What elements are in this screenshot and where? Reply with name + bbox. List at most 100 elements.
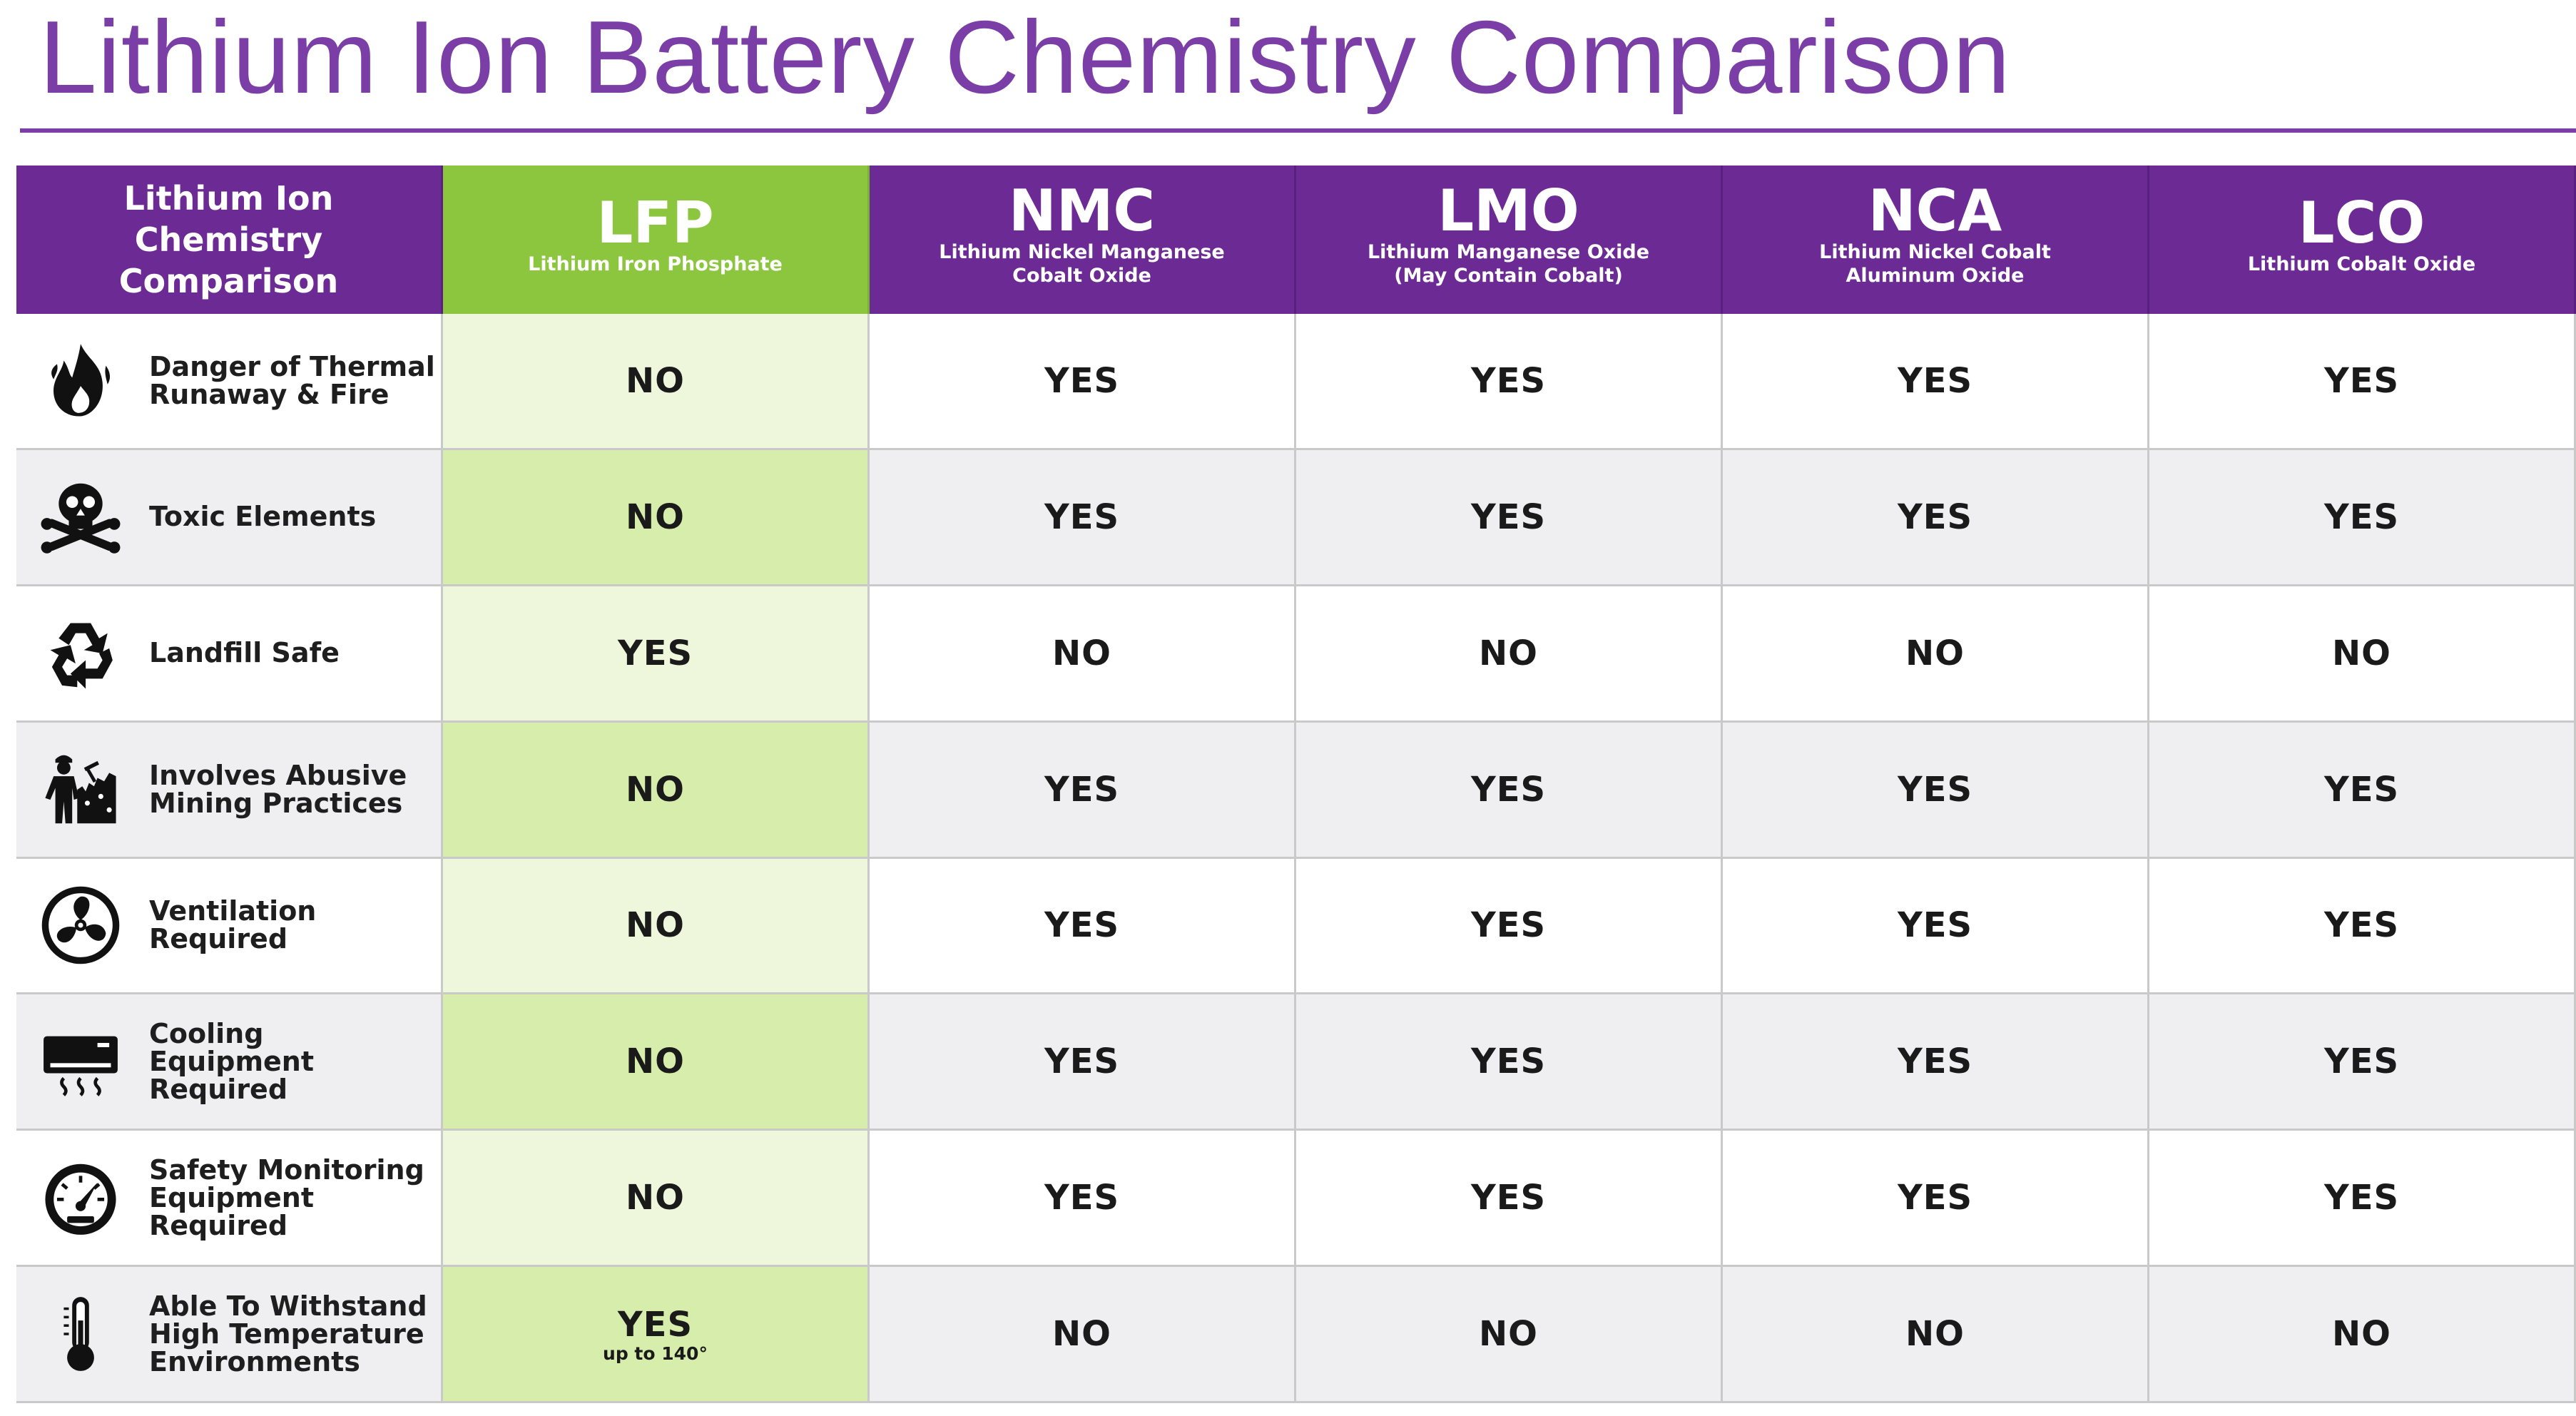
column-header-lfp: LFP Lithium Iron Phosphate	[443, 165, 870, 314]
value-cell-lco: YES	[2149, 449, 2576, 586]
row-label: Cooling Equipment Required	[149, 1017, 315, 1105]
value-stack: YES up to 140°	[603, 1305, 708, 1364]
value-text: YES	[1044, 360, 1120, 401]
value-text: NO	[626, 905, 685, 946]
value-cell-lmo: YES	[1296, 314, 1723, 450]
value-text: YES	[2323, 1178, 2400, 1218]
value-cell-lco: YES	[2149, 722, 2576, 859]
value-text: YES	[1044, 769, 1120, 810]
value-text: YES	[1470, 496, 1547, 537]
value-cell-nca: YES	[1723, 722, 2149, 859]
value-text: NO	[1479, 633, 1538, 673]
value-cell-nca: NO	[1723, 586, 2149, 723]
value-cell-lfp: NO	[443, 314, 870, 450]
value-text: YES	[1470, 769, 1547, 810]
column-header-nmc: NMC Lithium Nickel Manganese Cobalt Oxid…	[870, 165, 1296, 314]
column-fullname: Lithium Iron Phosphate	[528, 253, 783, 275]
column-header-nca: NCA Lithium Nickel Cobalt Aluminum Oxide	[1723, 165, 2149, 314]
air-conditioner-icon	[36, 1017, 125, 1106]
row-label: Landfill Safe	[149, 637, 340, 669]
value-text: NO	[2332, 1314, 2391, 1355]
value-cell-nca: YES	[1723, 994, 2149, 1131]
value-note: up to 140°	[603, 1343, 708, 1364]
value-cell-lfp: YES	[443, 586, 870, 723]
value-text: YES	[1044, 1041, 1120, 1082]
value-text: YES	[1897, 1178, 1973, 1218]
value-text: NO	[1905, 1314, 1965, 1355]
value-cell-lco: YES	[2149, 994, 2576, 1131]
value-cell-lco: YES	[2149, 1131, 2576, 1268]
column-header-lco: LCO Lithium Cobalt Oxide	[2149, 165, 2576, 314]
fan-icon	[36, 881, 125, 969]
value-cell-lco: NO	[2149, 1267, 2576, 1403]
value-cell-lmo: YES	[1296, 858, 1723, 995]
gauge-icon	[36, 1153, 125, 1242]
value-cell-lfp: NO	[443, 1131, 870, 1268]
value-cell-lmo: YES	[1296, 994, 1723, 1131]
value-cell-nmc: NO	[870, 1267, 1296, 1403]
value-cell-lco: YES	[2149, 858, 2576, 995]
value-cell-nca: YES	[1723, 858, 2149, 995]
fire-icon	[36, 337, 125, 425]
value-text: YES	[617, 1304, 693, 1345]
column-fullname: Lithium Nickel Cobalt Aluminum Oxide	[1819, 241, 2051, 287]
column-abbr: LCO	[2298, 189, 2425, 256]
column-fullname: Lithium Nickel Manganese Cobalt Oxide	[939, 241, 1225, 287]
value-cell-nmc: YES	[870, 722, 1296, 859]
value-text: YES	[1897, 360, 1973, 401]
value-text: NO	[626, 1041, 685, 1082]
value-cell-lco: YES	[2149, 314, 2576, 450]
value-text: YES	[1897, 496, 1973, 537]
column-header-lmo: LMO Lithium Manganese Oxide (May Contain…	[1296, 165, 1723, 314]
value-text: YES	[1470, 1178, 1547, 1218]
row-label: Danger of Thermal Runaway & Fire	[149, 350, 435, 410]
value-text: YES	[2323, 769, 2400, 810]
value-cell-lmo: NO	[1296, 586, 1723, 723]
row-label-cell: Able To Withstand High Temperature Envir…	[16, 1267, 443, 1403]
column-abbr: LMO	[1437, 178, 1579, 244]
value-cell-lmo: YES	[1296, 1131, 1723, 1268]
thermometer-icon	[36, 1290, 125, 1378]
row-label: Able To Withstand High Temperature Envir…	[149, 1290, 427, 1377]
value-text: NO	[626, 360, 685, 401]
value-text: NO	[626, 496, 685, 537]
value-cell-lfp: NO	[443, 994, 870, 1131]
page-title: Lithium Ion Battery Chemistry Comparison	[39, 0, 2011, 115]
value-text: YES	[617, 633, 693, 673]
row-label-cell: Cooling Equipment Required	[16, 994, 443, 1131]
row-label: Ventilation Required	[149, 895, 317, 955]
column-fullname: Lithium Cobalt Oxide	[2247, 253, 2476, 275]
corner-label: Lithium Ion Chemistry Comparison	[118, 179, 339, 300]
row-label-cell: Ventilation Required	[16, 858, 443, 995]
value-text: YES	[1897, 1041, 1973, 1082]
column-abbr: NMC	[1008, 178, 1156, 244]
value-cell-nmc: YES	[870, 449, 1296, 586]
value-text: YES	[1044, 1178, 1120, 1218]
value-cell-nmc: YES	[870, 314, 1296, 450]
value-text: YES	[1470, 905, 1547, 946]
value-text: YES	[2323, 496, 2400, 537]
value-cell-nmc: YES	[870, 858, 1296, 995]
row-label-cell: Safety Monitoring Equipment Required	[16, 1131, 443, 1268]
value-text: NO	[1905, 633, 1965, 673]
value-text: YES	[1044, 496, 1120, 537]
row-label: Toxic Elements	[149, 501, 377, 533]
value-cell-lfp: NO	[443, 449, 870, 586]
value-cell-lmo: YES	[1296, 722, 1723, 859]
value-cell-lmo: YES	[1296, 449, 1723, 586]
value-text: YES	[2323, 360, 2400, 401]
value-text: YES	[1897, 769, 1973, 810]
value-cell-nca: YES	[1723, 449, 2149, 586]
column-fullname: Lithium Manganese Oxide (May Contain Cob…	[1367, 241, 1650, 287]
value-cell-nmc: NO	[870, 586, 1296, 723]
value-text: YES	[1470, 1041, 1547, 1082]
column-abbr: LFP	[596, 189, 714, 256]
value-text: NO	[2332, 633, 2391, 673]
recycle-icon	[36, 609, 125, 698]
row-label-cell: Danger of Thermal Runaway & Fire	[16, 314, 443, 450]
row-label: Involves Abusive Mining Practices	[149, 759, 407, 819]
skull-crossbones-icon	[36, 473, 125, 561]
value-cell-lfp: NO	[443, 858, 870, 995]
value-cell-lfp: YES up to 140°	[443, 1267, 870, 1403]
value-text: YES	[1044, 905, 1120, 946]
